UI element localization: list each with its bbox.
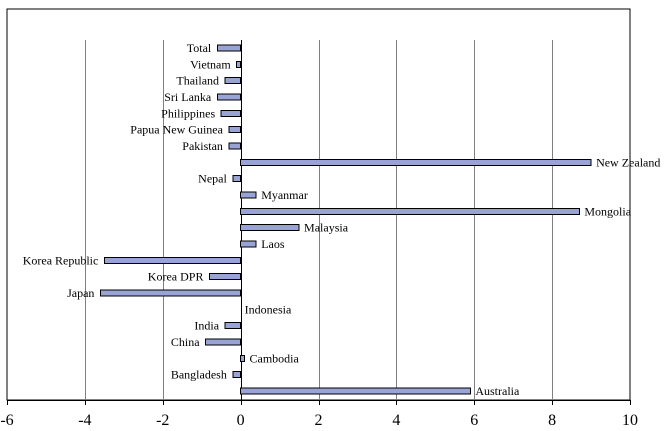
bar-mongolia	[240, 207, 580, 215]
category-label: Vietnam	[190, 57, 231, 71]
x-tick-label: -6	[0, 412, 13, 429]
x-tick-label: 4	[392, 412, 400, 429]
category-label: Australia	[475, 384, 520, 398]
category-label: Pakistan	[182, 139, 223, 153]
bar-philippines	[220, 109, 242, 117]
x-tick-label: -4	[78, 412, 91, 429]
category-label: Laos	[261, 237, 285, 251]
bar-vietnam	[236, 60, 242, 68]
category-label: Korea DPR	[148, 270, 204, 284]
category-label: Malaysia	[304, 221, 349, 235]
bar-new-zealand	[240, 158, 592, 166]
bar-laos	[240, 240, 257, 248]
x-tick-label: 0	[237, 412, 245, 429]
category-label: Cambodia	[250, 351, 300, 365]
category-label: Myanmar	[261, 188, 308, 202]
category-label: Mongolia	[584, 204, 631, 218]
category-label: Bangladesh	[171, 368, 227, 382]
bar-nepal	[232, 175, 242, 183]
category-label: Nepal	[198, 172, 227, 186]
x-tick-label: 10	[622, 412, 638, 429]
x-tick-label: 8	[548, 412, 556, 429]
bar-india	[224, 322, 242, 330]
bar-korea-republic	[103, 256, 242, 264]
bar-malaysia	[240, 224, 300, 232]
bar-thailand	[224, 77, 242, 85]
category-label: India	[194, 319, 219, 333]
x-tick-label: -2	[156, 412, 169, 429]
bar-total	[216, 44, 242, 52]
category-label: Thailand	[176, 74, 219, 88]
category-label: Japan	[67, 286, 94, 300]
category-label: Sri Lanka	[164, 90, 212, 104]
bar-sri-lanka	[216, 93, 242, 101]
category-label: Papua New Guinea	[130, 123, 223, 137]
bar-china	[205, 338, 242, 346]
x-tick-label: 6	[470, 412, 478, 429]
category-label: Total	[187, 41, 212, 55]
category-label: Philippines	[161, 106, 215, 120]
plot-area: -6 -4 -2 0 2 4 6 8 10 Total Vietnam Thailand Sri Lan…	[0, 8, 660, 429]
bar-korea-dpr	[208, 273, 242, 281]
plot-frame	[6, 8, 631, 401]
bar-bangladesh	[232, 371, 242, 379]
bar-cambodia	[240, 354, 246, 362]
bar-japan	[99, 289, 242, 297]
category-label: Indonesia	[245, 302, 292, 316]
category-label: China	[171, 335, 200, 349]
bar-myanmar	[240, 191, 257, 199]
category-label: New Zealand	[596, 155, 660, 169]
category-label: Korea Republic	[23, 253, 99, 267]
x-tick-label: 2	[315, 412, 323, 429]
bar-pakistan	[228, 142, 242, 150]
bar-papua-new-guinea	[228, 126, 242, 134]
bar-australia	[240, 387, 471, 395]
